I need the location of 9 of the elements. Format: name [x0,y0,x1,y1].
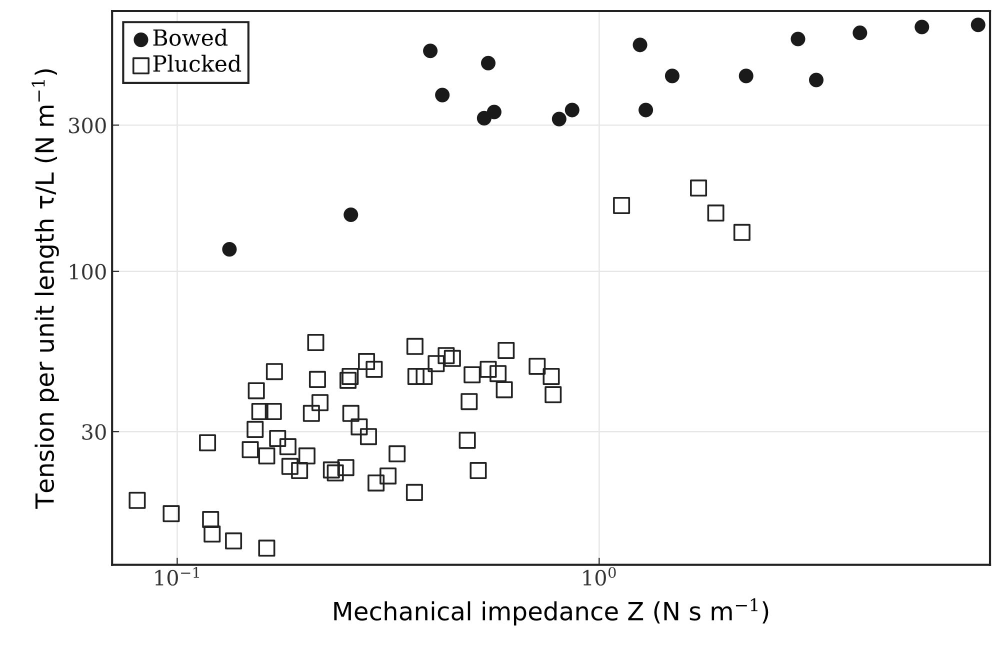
x-tick-label: 10$^{−1}$ [155,566,199,586]
y-tick-label: 30 [82,424,106,440]
x-tick-label: 10$^{0}$ [583,566,616,586]
y-tick-label: 100 [70,264,106,280]
y-axis-title: Tension per unit length τ/L (N m$^{−1}$) [32,69,59,509]
legend-label: Bowed [153,28,228,46]
y-tick-label: 300 [69,118,106,134]
legend-label: Plucked [153,54,242,72]
x-axis-title: Mechanical impedance Z (N s m$^{−1}$) [334,598,768,626]
